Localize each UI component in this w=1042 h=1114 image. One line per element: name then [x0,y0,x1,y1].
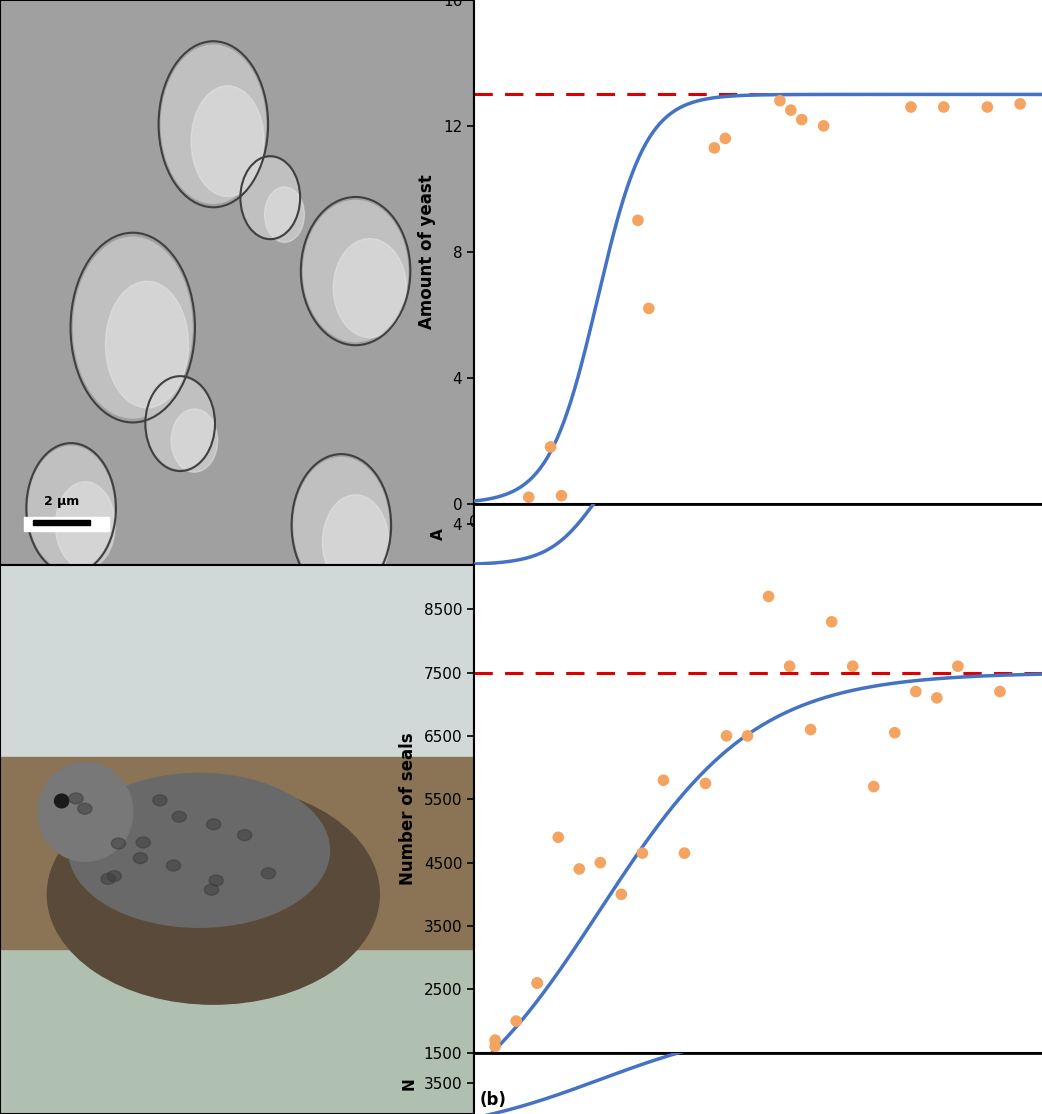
Point [771,91,788,109]
Y-axis label: N: N [402,1077,417,1089]
Ellipse shape [105,281,189,408]
Point [697,774,714,792]
Ellipse shape [147,379,214,469]
Ellipse shape [262,868,275,879]
Point [979,98,996,116]
Ellipse shape [38,762,132,861]
Ellipse shape [171,409,218,472]
Point [992,683,1009,701]
Ellipse shape [204,885,219,896]
Point [507,1013,524,1030]
Ellipse shape [48,784,379,1004]
Point [887,724,903,742]
Ellipse shape [133,852,148,863]
Ellipse shape [69,773,329,927]
Point [641,300,658,317]
Point [718,727,735,745]
Text: (b): (b) [479,1091,506,1110]
Point [936,98,952,116]
X-axis label: Year: Year [736,1086,780,1104]
Point [542,438,559,456]
Ellipse shape [111,838,126,849]
Point [529,974,546,991]
Bar [33,519,90,526]
Point [487,1032,503,1049]
Ellipse shape [238,830,252,841]
Point [844,657,861,675]
Point [761,587,777,605]
Ellipse shape [74,237,192,418]
Point [815,117,832,135]
Point [529,974,546,991]
Y-axis label: A: A [430,528,446,540]
Point [553,487,570,505]
Point [571,860,588,878]
Point [928,688,945,706]
Point [783,101,799,119]
Point [1012,95,1028,113]
Ellipse shape [78,803,92,814]
Point [613,886,629,903]
Point [823,613,840,631]
Ellipse shape [265,187,304,243]
Point [634,844,650,862]
Point [676,844,693,862]
Ellipse shape [242,158,299,237]
Point [866,778,883,795]
Point [908,683,924,701]
Point [592,853,609,871]
Point [717,129,734,147]
Ellipse shape [191,86,264,196]
Bar [0,565,474,758]
Ellipse shape [28,447,114,570]
Point [520,488,537,506]
Ellipse shape [162,46,266,204]
Ellipse shape [303,201,407,342]
Ellipse shape [101,873,116,885]
X-axis label: Hours: Hours [728,537,788,555]
Ellipse shape [54,794,69,808]
Point [782,657,798,675]
Y-axis label: Number of seals: Number of seals [399,732,417,886]
Ellipse shape [167,860,180,871]
Y-axis label: Amount of yeast: Amount of yeast [418,175,436,329]
Ellipse shape [153,795,167,805]
Ellipse shape [137,837,150,848]
Point [793,110,810,128]
Ellipse shape [55,481,116,569]
Point [949,657,966,675]
Point [550,829,567,847]
Bar [24,517,109,531]
Point [629,212,646,229]
Point [739,727,755,745]
Ellipse shape [206,819,221,830]
Point [706,139,723,157]
Ellipse shape [107,871,121,881]
Ellipse shape [209,874,223,886]
Text: 2 μm: 2 μm [44,496,79,508]
Ellipse shape [333,238,406,338]
Bar [0,758,474,949]
Point [802,721,819,739]
Point [487,1037,503,1055]
Ellipse shape [69,793,83,804]
Point [902,98,919,116]
Ellipse shape [322,495,389,589]
Ellipse shape [172,811,187,822]
Ellipse shape [294,458,389,593]
Point [655,771,672,789]
